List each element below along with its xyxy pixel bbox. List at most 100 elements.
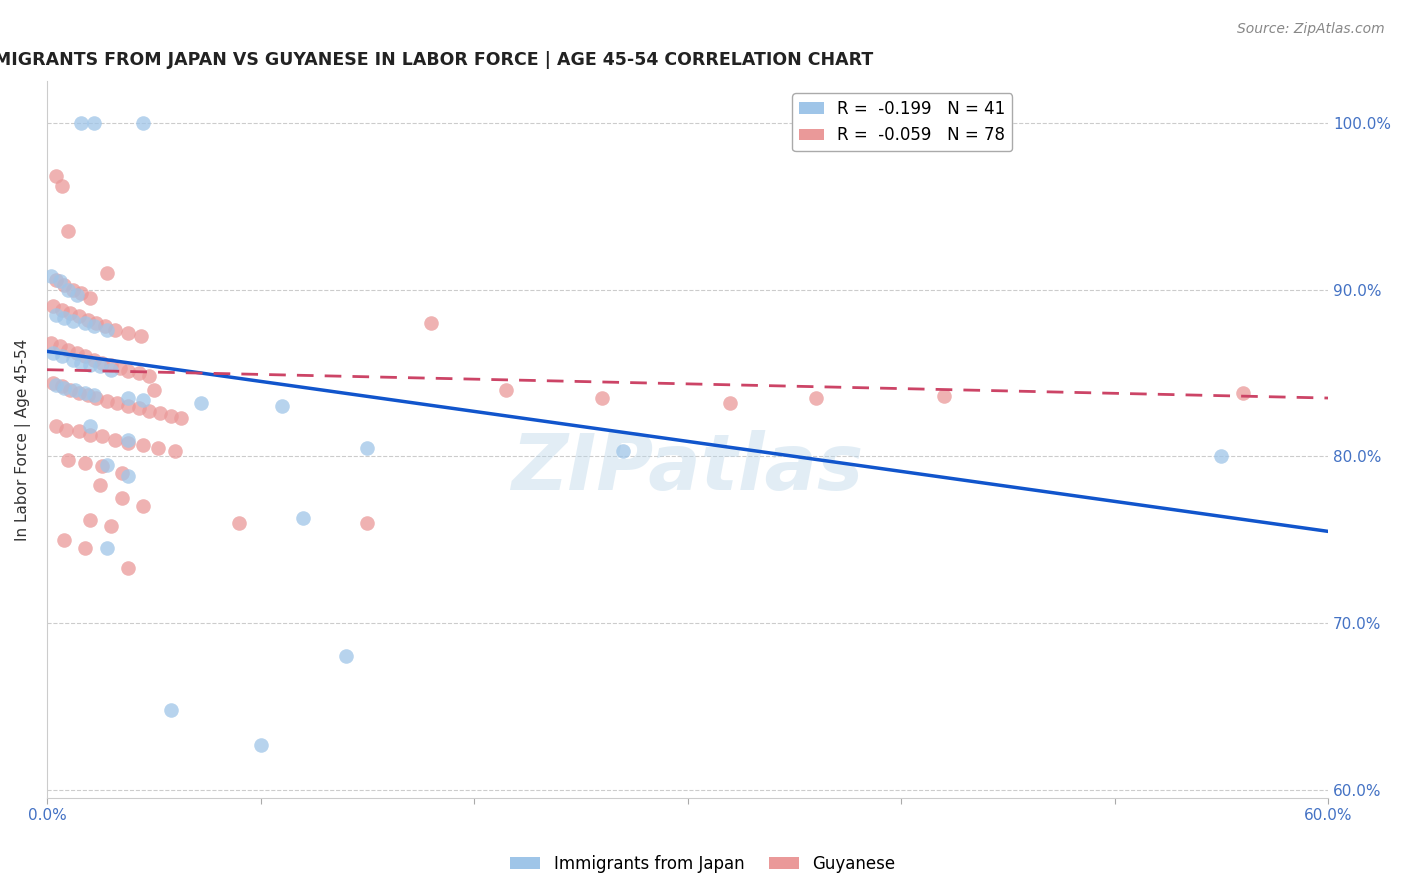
- Point: [1211, 450, 1233, 464]
- Point: [91, 459, 114, 474]
- Point: [76, 387, 98, 401]
- Point: [96, 266, 118, 280]
- Point: [91, 429, 114, 443]
- Point: [132, 116, 155, 130]
- Point: [59, 383, 82, 397]
- Point: [89, 359, 111, 374]
- Point: [59, 306, 82, 320]
- Point: [117, 391, 139, 405]
- Point: [107, 396, 129, 410]
- Point: [49, 274, 72, 288]
- Point: [67, 425, 90, 439]
- Point: [591, 391, 613, 405]
- Point: [117, 326, 139, 340]
- Point: [44, 419, 66, 434]
- Point: [159, 703, 181, 717]
- Point: [58, 452, 80, 467]
- Point: [84, 391, 107, 405]
- Point: [142, 383, 165, 397]
- Point: [420, 316, 443, 330]
- Point: [62, 283, 84, 297]
- Point: [58, 343, 80, 357]
- Point: [96, 394, 118, 409]
- Text: ZIPatlas: ZIPatlas: [512, 430, 863, 507]
- Point: [108, 361, 131, 376]
- Point: [104, 433, 127, 447]
- Point: [128, 366, 150, 380]
- Point: [83, 319, 105, 334]
- Point: [132, 438, 155, 452]
- Point: [335, 649, 357, 664]
- Point: [75, 316, 97, 330]
- Point: [96, 541, 118, 555]
- Point: [249, 738, 271, 752]
- Point: [42, 299, 65, 313]
- Point: [146, 441, 169, 455]
- Point: [53, 533, 76, 547]
- Point: [495, 383, 517, 397]
- Point: [612, 444, 634, 458]
- Point: [91, 356, 114, 370]
- Point: [117, 561, 139, 575]
- Point: [138, 369, 160, 384]
- Point: [70, 356, 93, 370]
- Point: [132, 392, 155, 407]
- Point: [718, 396, 741, 410]
- Point: [75, 456, 97, 470]
- Point: [79, 513, 101, 527]
- Point: [58, 224, 80, 238]
- Point: [53, 311, 76, 326]
- Point: [117, 433, 139, 447]
- Point: [93, 319, 115, 334]
- Point: [79, 358, 101, 372]
- Point: [356, 516, 378, 530]
- Point: [117, 436, 139, 450]
- Point: [89, 477, 111, 491]
- Point: [44, 169, 66, 184]
- Point: [58, 283, 80, 297]
- Point: [117, 364, 139, 378]
- Point: [804, 391, 827, 405]
- Y-axis label: In Labor Force | Age 45-54: In Labor Force | Age 45-54: [15, 339, 31, 541]
- Point: [165, 444, 187, 458]
- Point: [117, 400, 139, 414]
- Point: [76, 312, 98, 326]
- Point: [53, 381, 76, 395]
- Point: [66, 287, 89, 301]
- Point: [51, 179, 73, 194]
- Point: [55, 423, 77, 437]
- Point: [39, 269, 62, 284]
- Point: [100, 358, 122, 372]
- Point: [111, 491, 134, 505]
- Point: [170, 411, 193, 425]
- Text: IMMIGRANTS FROM JAPAN VS GUYANESE IN LABOR FORCE | AGE 45-54 CORRELATION CHART: IMMIGRANTS FROM JAPAN VS GUYANESE IN LAB…: [0, 51, 873, 69]
- Point: [83, 352, 105, 367]
- Point: [83, 387, 105, 401]
- Point: [67, 310, 90, 324]
- Point: [42, 376, 65, 390]
- Point: [84, 316, 107, 330]
- Point: [49, 339, 72, 353]
- Point: [63, 383, 86, 397]
- Point: [39, 336, 62, 351]
- Point: [67, 386, 90, 401]
- Point: [1232, 386, 1254, 401]
- Point: [100, 519, 122, 533]
- Legend: R =  -0.199   N = 41, R =  -0.059   N = 78: R = -0.199 N = 41, R = -0.059 N = 78: [793, 94, 1012, 151]
- Point: [70, 286, 93, 301]
- Point: [79, 291, 101, 305]
- Point: [159, 409, 181, 424]
- Point: [228, 516, 250, 530]
- Text: Source: ZipAtlas.com: Source: ZipAtlas.com: [1237, 22, 1385, 37]
- Point: [96, 458, 118, 472]
- Point: [66, 346, 89, 360]
- Point: [356, 441, 378, 455]
- Point: [51, 379, 73, 393]
- Point: [128, 401, 150, 415]
- Point: [138, 404, 160, 418]
- Point: [51, 350, 73, 364]
- Point: [53, 277, 76, 292]
- Point: [190, 396, 212, 410]
- Point: [62, 352, 84, 367]
- Point: [96, 323, 118, 337]
